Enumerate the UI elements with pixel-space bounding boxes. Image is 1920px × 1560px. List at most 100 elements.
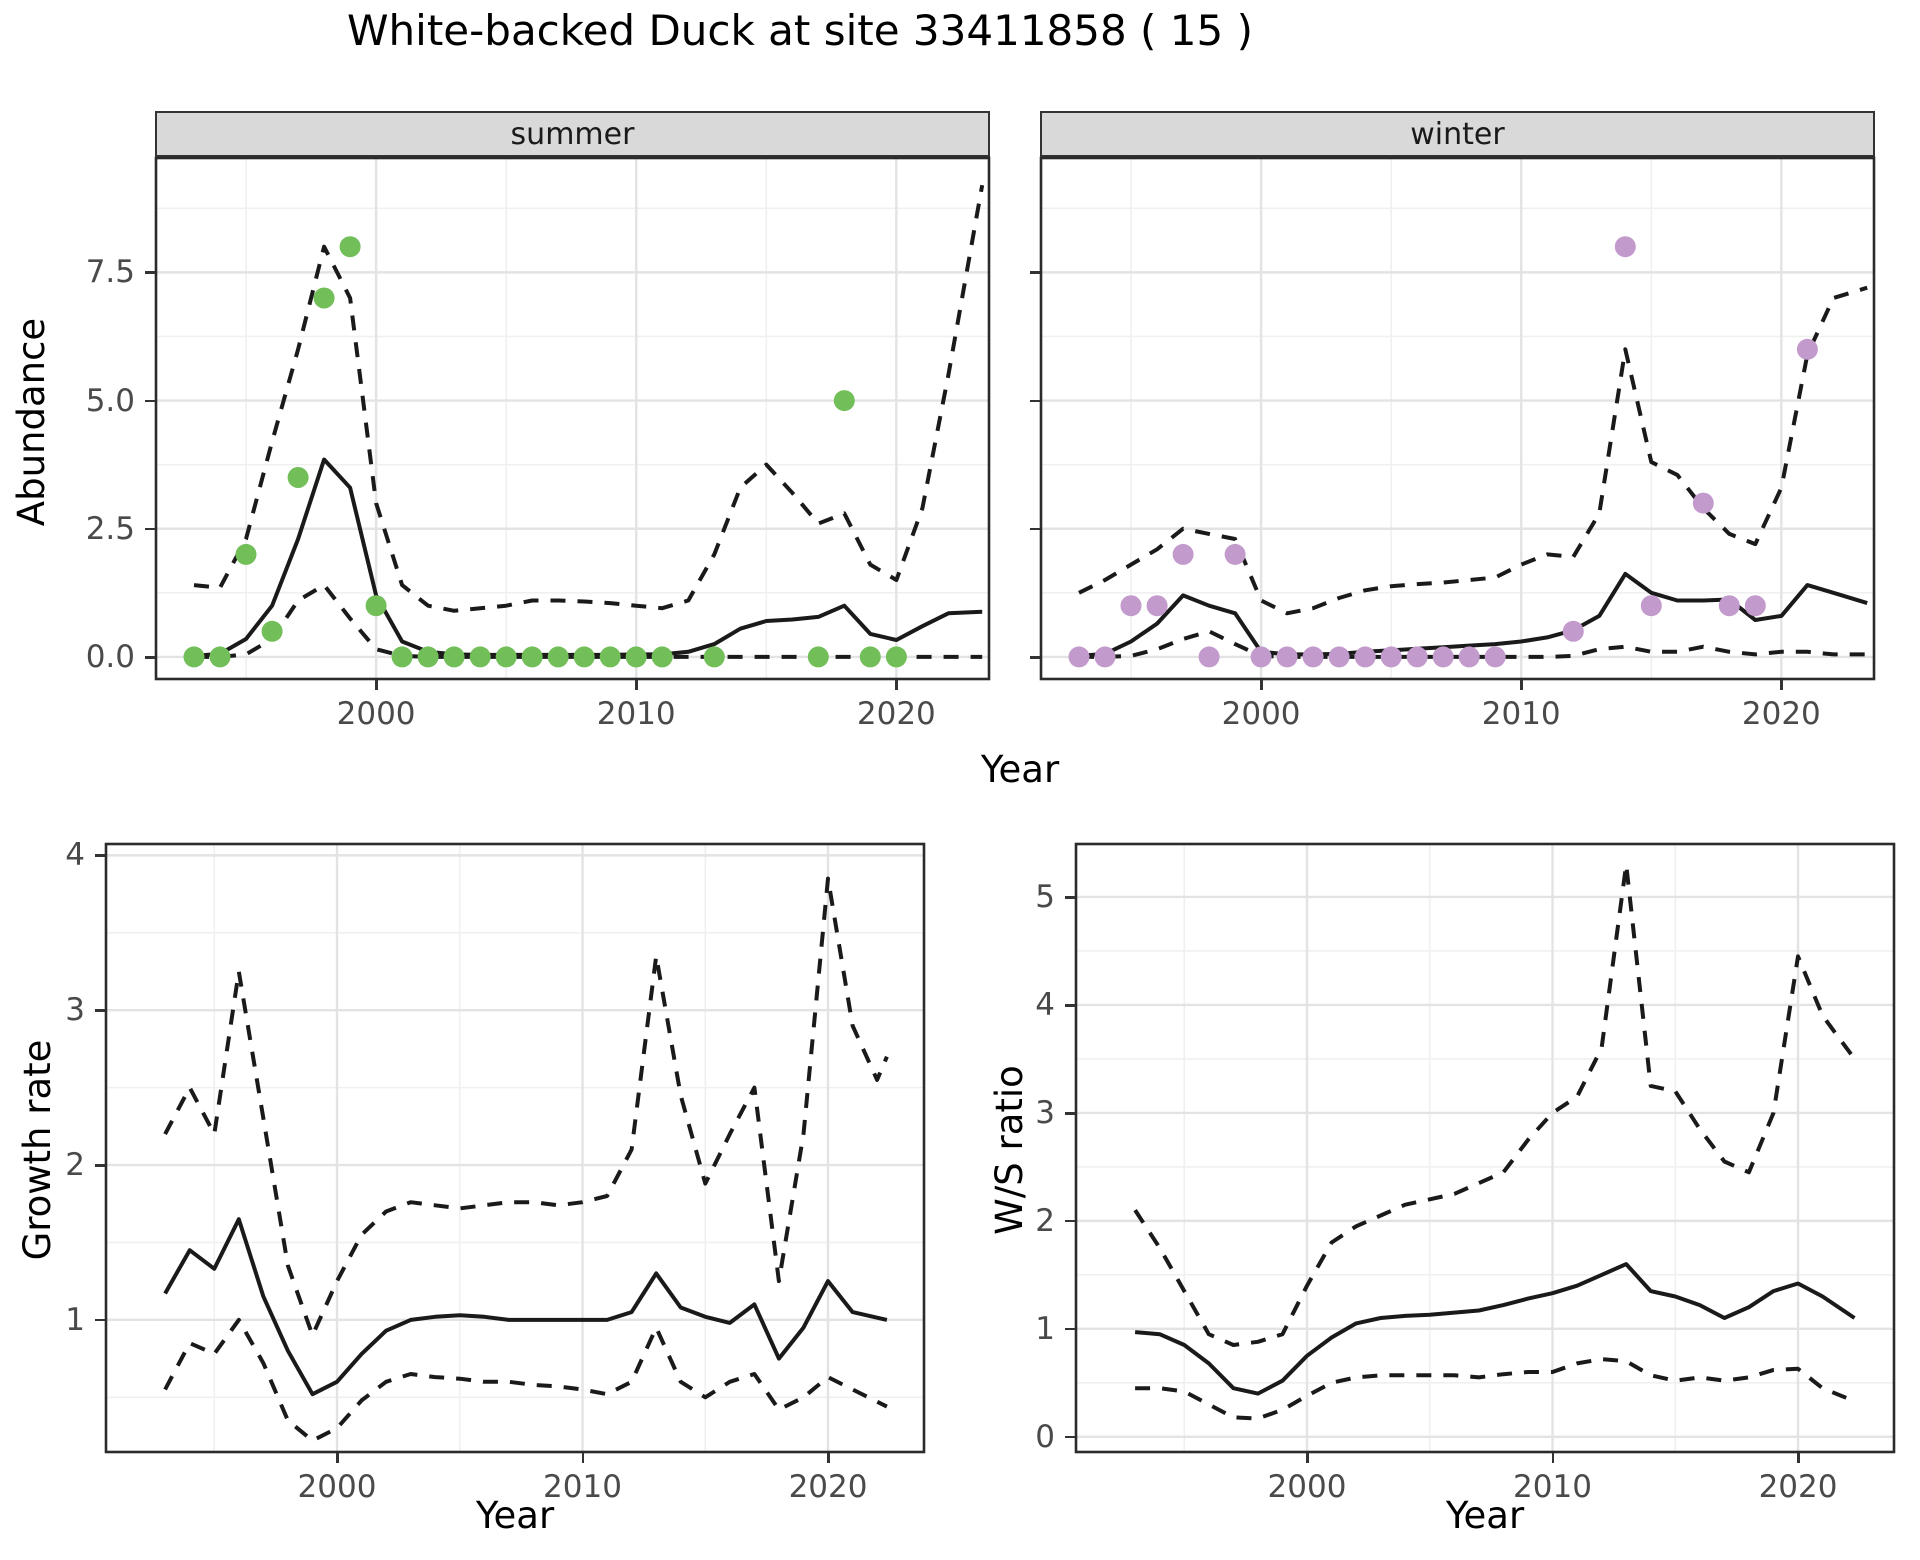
chart-title: White-backed Duck at site 33411858 ( 15 … bbox=[347, 6, 1253, 55]
abundance-winter-observation-point bbox=[1224, 543, 1246, 565]
ws-ratio-y-tick-label: 0 bbox=[1035, 1418, 1055, 1455]
abundance-winter-x-tick bbox=[1260, 680, 1263, 690]
abundance-summer-y-tick bbox=[145, 655, 155, 659]
panel-abundance-winter bbox=[1039, 156, 1876, 681]
abundance-winter-observation-point bbox=[1068, 646, 1090, 668]
growth-rate-lower-ci-line bbox=[163, 1317, 888, 1443]
abundance-winter-x-tick bbox=[1780, 680, 1783, 690]
abundance-winter-observation-point bbox=[1796, 338, 1818, 360]
abundance-summer-observation-point bbox=[469, 646, 491, 668]
abundance-winter-observation-point bbox=[1744, 595, 1766, 617]
abundance-winter-observation-point bbox=[1562, 620, 1584, 642]
abundance-winter-x-tick-label: 2020 bbox=[1741, 696, 1821, 732]
growth-rate-y-tick-label: 3 bbox=[65, 992, 85, 1029]
facet-strip-summer-label: summer bbox=[510, 116, 635, 152]
growth-rate-median-line bbox=[163, 1217, 888, 1397]
ws-ratio-x-tick bbox=[1797, 1453, 1800, 1463]
abundance-winter-observation-point bbox=[1484, 646, 1506, 668]
abundance-summer-observation-point bbox=[703, 646, 725, 668]
abundance-summer-observation-point bbox=[313, 287, 335, 309]
abundance-winter-observation-point bbox=[1614, 236, 1636, 258]
growth-rate-y-tick bbox=[95, 1318, 105, 1322]
abundance-winter-y-tick bbox=[1030, 655, 1040, 659]
facet-strip-winter-label: winter bbox=[1410, 116, 1505, 152]
abundance-summer-x-tick bbox=[895, 680, 898, 690]
abundance-summer-observation-point bbox=[183, 646, 205, 668]
ws-ratio-x-tick bbox=[1551, 1453, 1555, 1463]
growth-rate-y-tick bbox=[95, 1009, 105, 1012]
abundance-summer-y-tick-label: 0.0 bbox=[85, 638, 135, 675]
abundance-winter-observation-point bbox=[1302, 646, 1324, 668]
abundance-summer-observation-point bbox=[495, 646, 517, 668]
ws-ratio-y-tick bbox=[1065, 1111, 1075, 1115]
ws-ratio-y-tick bbox=[1065, 895, 1075, 899]
abundance-summer-observation-point bbox=[547, 646, 569, 668]
y-axis-title-ws-ratio: W/S ratio bbox=[988, 1065, 1031, 1235]
ws-ratio-x-tick-label: 2010 bbox=[1513, 1469, 1592, 1505]
ws-ratio-y-tick bbox=[1065, 1003, 1075, 1007]
abundance-winter-y-tick bbox=[1030, 271, 1040, 274]
abundance-winter-observation-point bbox=[1354, 646, 1376, 668]
abundance-summer-observation-point bbox=[287, 467, 309, 488]
abundance-summer-y-tick-label: 5.0 bbox=[85, 382, 135, 419]
abundance-winter-observation-point bbox=[1172, 543, 1194, 565]
growth-rate-x-tick bbox=[827, 1453, 830, 1463]
abundance-summer-observation-point bbox=[235, 543, 257, 565]
ws-ratio-median-line bbox=[1134, 1262, 1856, 1396]
abundance-winter-observation-point bbox=[1198, 646, 1220, 668]
abundance-winter-y-tick bbox=[1030, 527, 1040, 531]
abundance-winter-observation-point bbox=[1640, 595, 1662, 617]
ws-ratio-upper-ci-line bbox=[1133, 862, 1857, 1347]
abundance-summer-x-tick bbox=[635, 680, 638, 690]
facet-strip-summer: summer bbox=[155, 111, 990, 157]
abundance-winter-observation-point bbox=[1432, 646, 1454, 668]
abundance-winter-observation-point bbox=[1406, 646, 1428, 668]
abundance-summer-x-tick bbox=[375, 680, 378, 690]
growth-rate-y-tick-label: 2 bbox=[65, 1147, 85, 1184]
ws-ratio-y-tick bbox=[1065, 1327, 1075, 1331]
abundance-summer-observation-point bbox=[339, 236, 361, 258]
abundance-summer-x-tick-label: 2020 bbox=[856, 696, 936, 732]
abundance-summer-observation-point bbox=[599, 646, 621, 668]
abundance-summer-observation-point bbox=[807, 646, 829, 668]
abundance-winter-observation-point bbox=[1276, 646, 1298, 668]
ws-ratio-y-tick bbox=[1065, 1219, 1075, 1223]
ws-ratio-y-tick-label: 4 bbox=[1035, 986, 1055, 1023]
growth-rate-x-tick-label: 2010 bbox=[543, 1469, 622, 1505]
growth-rate-y-tick-label: 1 bbox=[65, 1301, 85, 1338]
abundance-summer-x-tick-label: 2010 bbox=[596, 696, 676, 732]
abundance-winter-lower-ci-line bbox=[1079, 629, 1868, 659]
abundance-winter-observation-point bbox=[1718, 595, 1740, 617]
growth-rate-x-tick-label: 2000 bbox=[297, 1469, 377, 1505]
growth-rate-y-tick bbox=[95, 854, 105, 857]
abundance-summer-y-tick bbox=[145, 271, 155, 274]
abundance-winter-x-tick-label: 2010 bbox=[1481, 696, 1561, 732]
ws-ratio-y-tick-label: 2 bbox=[1035, 1202, 1055, 1239]
abundance-summer-upper-ci-line bbox=[193, 184, 985, 613]
growth-rate-x-tick bbox=[336, 1453, 339, 1463]
abundance-summer-observation-point bbox=[365, 595, 387, 617]
ws-ratio-y-tick-label: 5 bbox=[1035, 878, 1055, 915]
abundance-summer-observation-point bbox=[859, 646, 881, 668]
abundance-summer-y-tick-label: 7.5 bbox=[85, 254, 135, 291]
x-axis-title-year-bottom-right: Year bbox=[1445, 1494, 1525, 1537]
x-axis-title-year-bottom-left: Year bbox=[475, 1494, 555, 1537]
growth-rate-x-tick bbox=[581, 1453, 585, 1463]
abundance-winter-x-tick bbox=[1520, 680, 1523, 690]
ws-ratio-y-tick-label: 3 bbox=[1035, 1094, 1055, 1131]
growth-rate-x-tick-label: 2020 bbox=[788, 1469, 868, 1505]
abundance-summer-observation-point bbox=[261, 620, 283, 642]
abundance-summer-x-tick-label: 2000 bbox=[336, 696, 416, 732]
panel-ws-ratio bbox=[1074, 842, 1896, 1454]
abundance-summer-observation-point bbox=[625, 646, 647, 668]
facet-strip-winter: winter bbox=[1040, 111, 1875, 157]
growth-rate-upper-ci-line bbox=[163, 876, 889, 1338]
abundance-summer-observation-point bbox=[209, 646, 231, 668]
abundance-summer-observation-point bbox=[833, 390, 855, 412]
ws-ratio-x-tick bbox=[1306, 1453, 1309, 1463]
abundance-winter-observation-point bbox=[1146, 595, 1168, 617]
abundance-summer-lower-ci-line bbox=[194, 583, 983, 659]
abundance-winter-observation-point bbox=[1380, 646, 1402, 668]
abundance-summer-observation-point bbox=[651, 646, 673, 668]
